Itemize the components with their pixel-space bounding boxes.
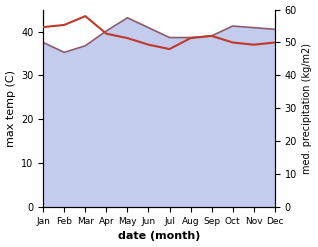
X-axis label: date (month): date (month) bbox=[118, 231, 200, 242]
Y-axis label: med. precipitation (kg/m2): med. precipitation (kg/m2) bbox=[302, 43, 313, 174]
Y-axis label: max temp (C): max temp (C) bbox=[5, 70, 16, 147]
